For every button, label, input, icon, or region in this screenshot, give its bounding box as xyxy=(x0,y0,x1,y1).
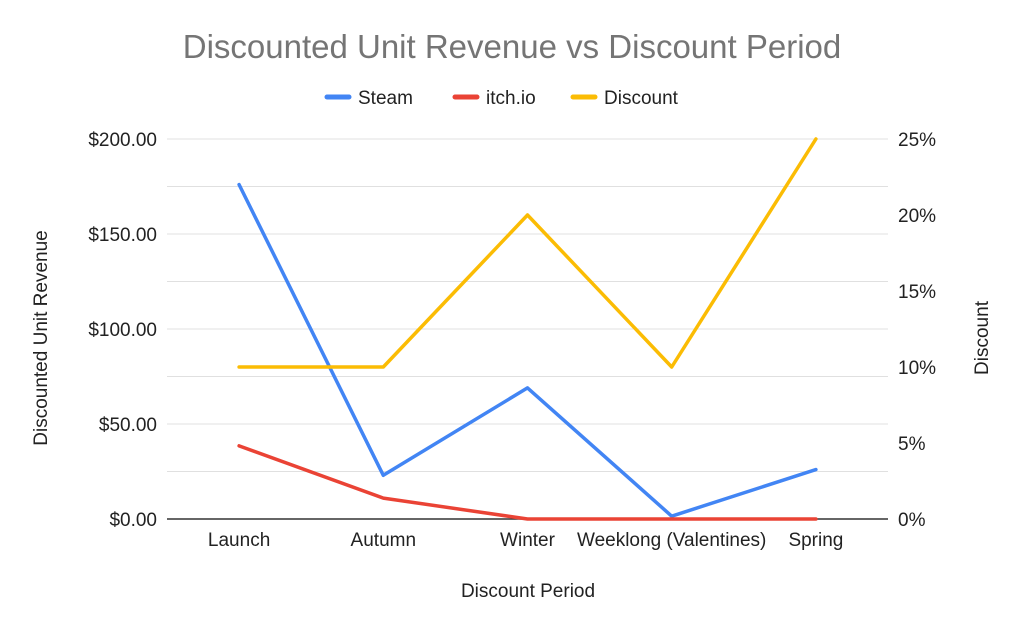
y-axis-label: Discounted Unit Revenue xyxy=(31,230,52,445)
series-line-itch-io xyxy=(237,444,818,521)
data-point-steam xyxy=(381,473,385,477)
y2-tick-label: 20% xyxy=(898,206,936,227)
legend: Steam itch.io Discount xyxy=(324,88,679,109)
x-tick-label: Weeklong (Valentines) xyxy=(577,530,766,551)
legend-item-discount: Discount xyxy=(570,88,679,109)
x-tick-label: Autumn xyxy=(351,530,416,551)
y-tick-label: $0.00 xyxy=(109,510,157,531)
data-point-discount xyxy=(670,365,674,369)
y2-tick-label: 0% xyxy=(898,510,926,531)
chart-title: Discounted Unit Revenue vs Discount Peri… xyxy=(183,28,842,65)
legend-item-steam: Steam xyxy=(324,88,413,109)
x-tick-label: Winter xyxy=(500,530,556,551)
data-point-discount xyxy=(237,365,241,369)
data-point-itch-io xyxy=(237,444,241,448)
legend-label: Discount xyxy=(604,88,679,109)
legend-label: Steam xyxy=(358,88,413,109)
y-tick-label: $50.00 xyxy=(99,415,157,436)
y2-axis-ticks: 0% 5% 10% 15% 20% 25% xyxy=(898,130,936,531)
data-point-itch-io xyxy=(814,517,818,521)
data-point-discount xyxy=(526,213,529,217)
data-point-steam xyxy=(237,183,241,187)
y2-tick-label: 5% xyxy=(898,434,926,455)
series-line-discount xyxy=(237,137,818,369)
x-tick-label: Launch xyxy=(208,530,270,551)
data-point-discount xyxy=(814,137,818,141)
data-point-itch-io xyxy=(670,517,674,521)
y-tick-label: $200.00 xyxy=(88,130,157,151)
data-point-steam xyxy=(670,514,674,518)
data-point-itch-io xyxy=(381,496,385,500)
y2-tick-label: 10% xyxy=(898,358,936,379)
x-tick-label: Spring xyxy=(788,530,843,551)
y2-axis-label: Discount xyxy=(972,300,993,375)
x-axis-label: Discount Period xyxy=(461,581,595,602)
legend-label: itch.io xyxy=(486,88,536,109)
y-axis-ticks: $0.00 $50.00 $100.00 $150.00 $200.00 xyxy=(88,130,157,531)
y-tick-label: $150.00 xyxy=(88,225,157,246)
y-tick-label: $100.00 xyxy=(88,320,157,341)
y2-tick-label: 15% xyxy=(898,282,936,303)
series-lines xyxy=(237,137,818,521)
data-point-itch-io xyxy=(526,517,529,521)
y2-tick-label: 25% xyxy=(898,130,936,151)
x-axis-ticks: Launch Autumn Winter Weeklong (Valentines) S… xyxy=(208,530,843,551)
data-point-steam xyxy=(526,386,529,390)
legend-item-itch-io: itch.io xyxy=(452,88,536,109)
data-point-steam xyxy=(814,468,818,472)
data-point-discount xyxy=(381,365,385,369)
